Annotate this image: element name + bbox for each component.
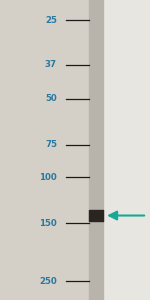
Text: 100: 100 (39, 173, 57, 182)
Bar (103, 0, 150, 300)
Text: 250: 250 (39, 277, 57, 286)
Text: 50: 50 (45, 94, 57, 103)
Text: 150: 150 (39, 219, 57, 228)
Text: 25: 25 (45, 16, 57, 25)
Bar (89, 0, 103, 300)
Text: 75: 75 (45, 140, 57, 149)
Text: 37: 37 (45, 60, 57, 69)
